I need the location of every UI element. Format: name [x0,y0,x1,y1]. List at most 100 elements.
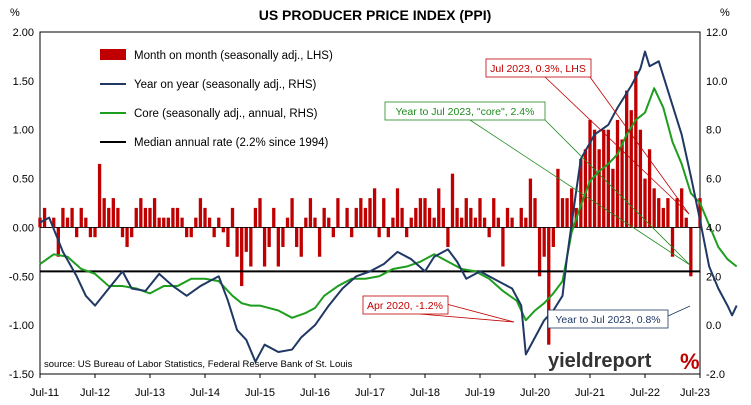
x-tick-label: Jul-19 [465,387,495,399]
mom-bar [565,198,569,228]
mom-bar [207,217,212,228]
x-tick-label: Jul-13 [135,387,165,399]
mom-bar [450,173,455,228]
mom-bar [473,217,478,228]
mom-bar [606,129,610,228]
mom-bar [350,227,354,238]
callout-box-core [384,101,546,121]
mom-bar [643,178,647,228]
callout-leader-core [469,119,691,266]
right-tick-label: 6.0 [706,174,721,186]
x-tick-label: Jul-20 [520,387,550,399]
mom-bar [102,198,106,228]
mom-bar [116,207,120,228]
mom-bar [313,217,317,228]
callout-text-jul23-mom: Jul 2023, 0.3%, LHS [490,63,586,75]
callout-text-apr20: Apr 2020, -1.2% [367,300,443,312]
mom-bar [487,227,491,238]
mom-bar [363,207,368,228]
chart-title: US PRODUCER PRICE INDEX (PPI) [259,7,492,23]
mom-bar [611,168,615,228]
mom-bar [189,227,193,238]
x-axis-ticks: Jul-11 Jul-12 Jul-13 Jul-14 Jul-15 Jul-16 Jul-… [30,374,710,399]
legend-swatch-mom [100,49,126,60]
mom-bar [194,217,198,228]
mom-bar [65,217,70,228]
mom-bar [235,227,239,257]
mom-bar [615,119,620,228]
mom-bar [61,207,65,228]
mom-bar [560,198,565,228]
right-tick-label: 4.0 [706,222,721,234]
right-axis-unit: % [720,7,730,19]
mom-bar [308,198,313,228]
mom-bar [570,188,574,228]
right-tick-label: 2.0 [706,271,721,283]
right-tick-label: 0.0 [706,320,721,332]
mom-bar [212,227,216,238]
x-tick-label: Jul-16 [300,387,330,399]
mom-bar [125,227,129,247]
series-lines [39,50,738,363]
x-tick-label: Jul-17 [355,387,385,399]
mom-bar [455,207,459,228]
mom-bar [70,207,74,228]
callouts: Jul 2023, 0.3%, LHS Year to Jul 2023, "c… [362,58,691,329]
mom-bar [666,198,670,228]
mom-bar [547,227,551,345]
mom-bar [432,217,436,228]
mom-bar [469,207,473,228]
mom-bar [528,178,533,228]
mom-bar [359,198,363,228]
mom-bar [317,227,322,257]
mom-bar [689,227,693,277]
mom-bar [460,217,464,228]
x-tick-label: Jul-22 [630,387,660,399]
legend-label-yoy: Year on year (seasonally adj., RHS) [134,79,317,91]
mom-bar [588,119,592,228]
mom-bar [130,227,134,238]
mom-bar [647,149,652,228]
mom-bar [405,227,409,238]
mom-bar [166,217,170,228]
mom-bar [372,188,377,228]
mom-bar [107,207,111,228]
mom-bar [230,207,235,228]
legend-label-median: Median annual rate (2.2% since 1994) [134,137,329,149]
callout-text-core: Year to Jul 2023, "core", 2.4% [396,106,535,118]
mom-bar [134,207,138,228]
left-tick-label: -1.00 [9,320,34,332]
mom-bar [198,198,203,228]
mom-bar [400,207,404,228]
callout-leader-jul23-mom [544,76,690,215]
mom-bar [171,207,175,228]
x-tick-label: Jul-21 [575,387,605,399]
mom-bar [492,198,496,228]
mom-bar [157,217,161,228]
callout-text-yoy: Year to Jul 2023, 0.8% [555,314,660,326]
mom-bar [139,198,143,228]
mom-bar [84,217,88,228]
mom-bar [505,207,510,228]
left-axis-ticks: 2.00 1.50 1.00 0.50 0.00 -0.50 -1.00 -1.50 [9,27,34,381]
x-tick-label: Jul-15 [245,387,275,399]
mom-bar [386,227,390,238]
left-tick-label: 2.00 [13,27,34,39]
mom-bar [331,227,335,238]
source-note: source: US Bureau of Labor Statistics, F… [44,359,353,370]
mom-bar [304,217,308,228]
mom-bar [556,168,560,228]
right-tick-label: -2.0 [706,369,725,381]
right-tick-label: 10.0 [706,76,727,88]
mom-bar [501,227,505,267]
right-tick-label: 12.0 [706,27,727,39]
mom-bar [482,217,487,228]
mom-bar [120,227,125,238]
mom-bar [203,207,207,228]
mom-bar [395,188,400,228]
mom-bar [148,207,152,228]
mom-bar [652,188,656,228]
callout-leader-apr20 [419,313,515,323]
mom-bar [180,217,184,228]
mom-bar [423,198,427,228]
